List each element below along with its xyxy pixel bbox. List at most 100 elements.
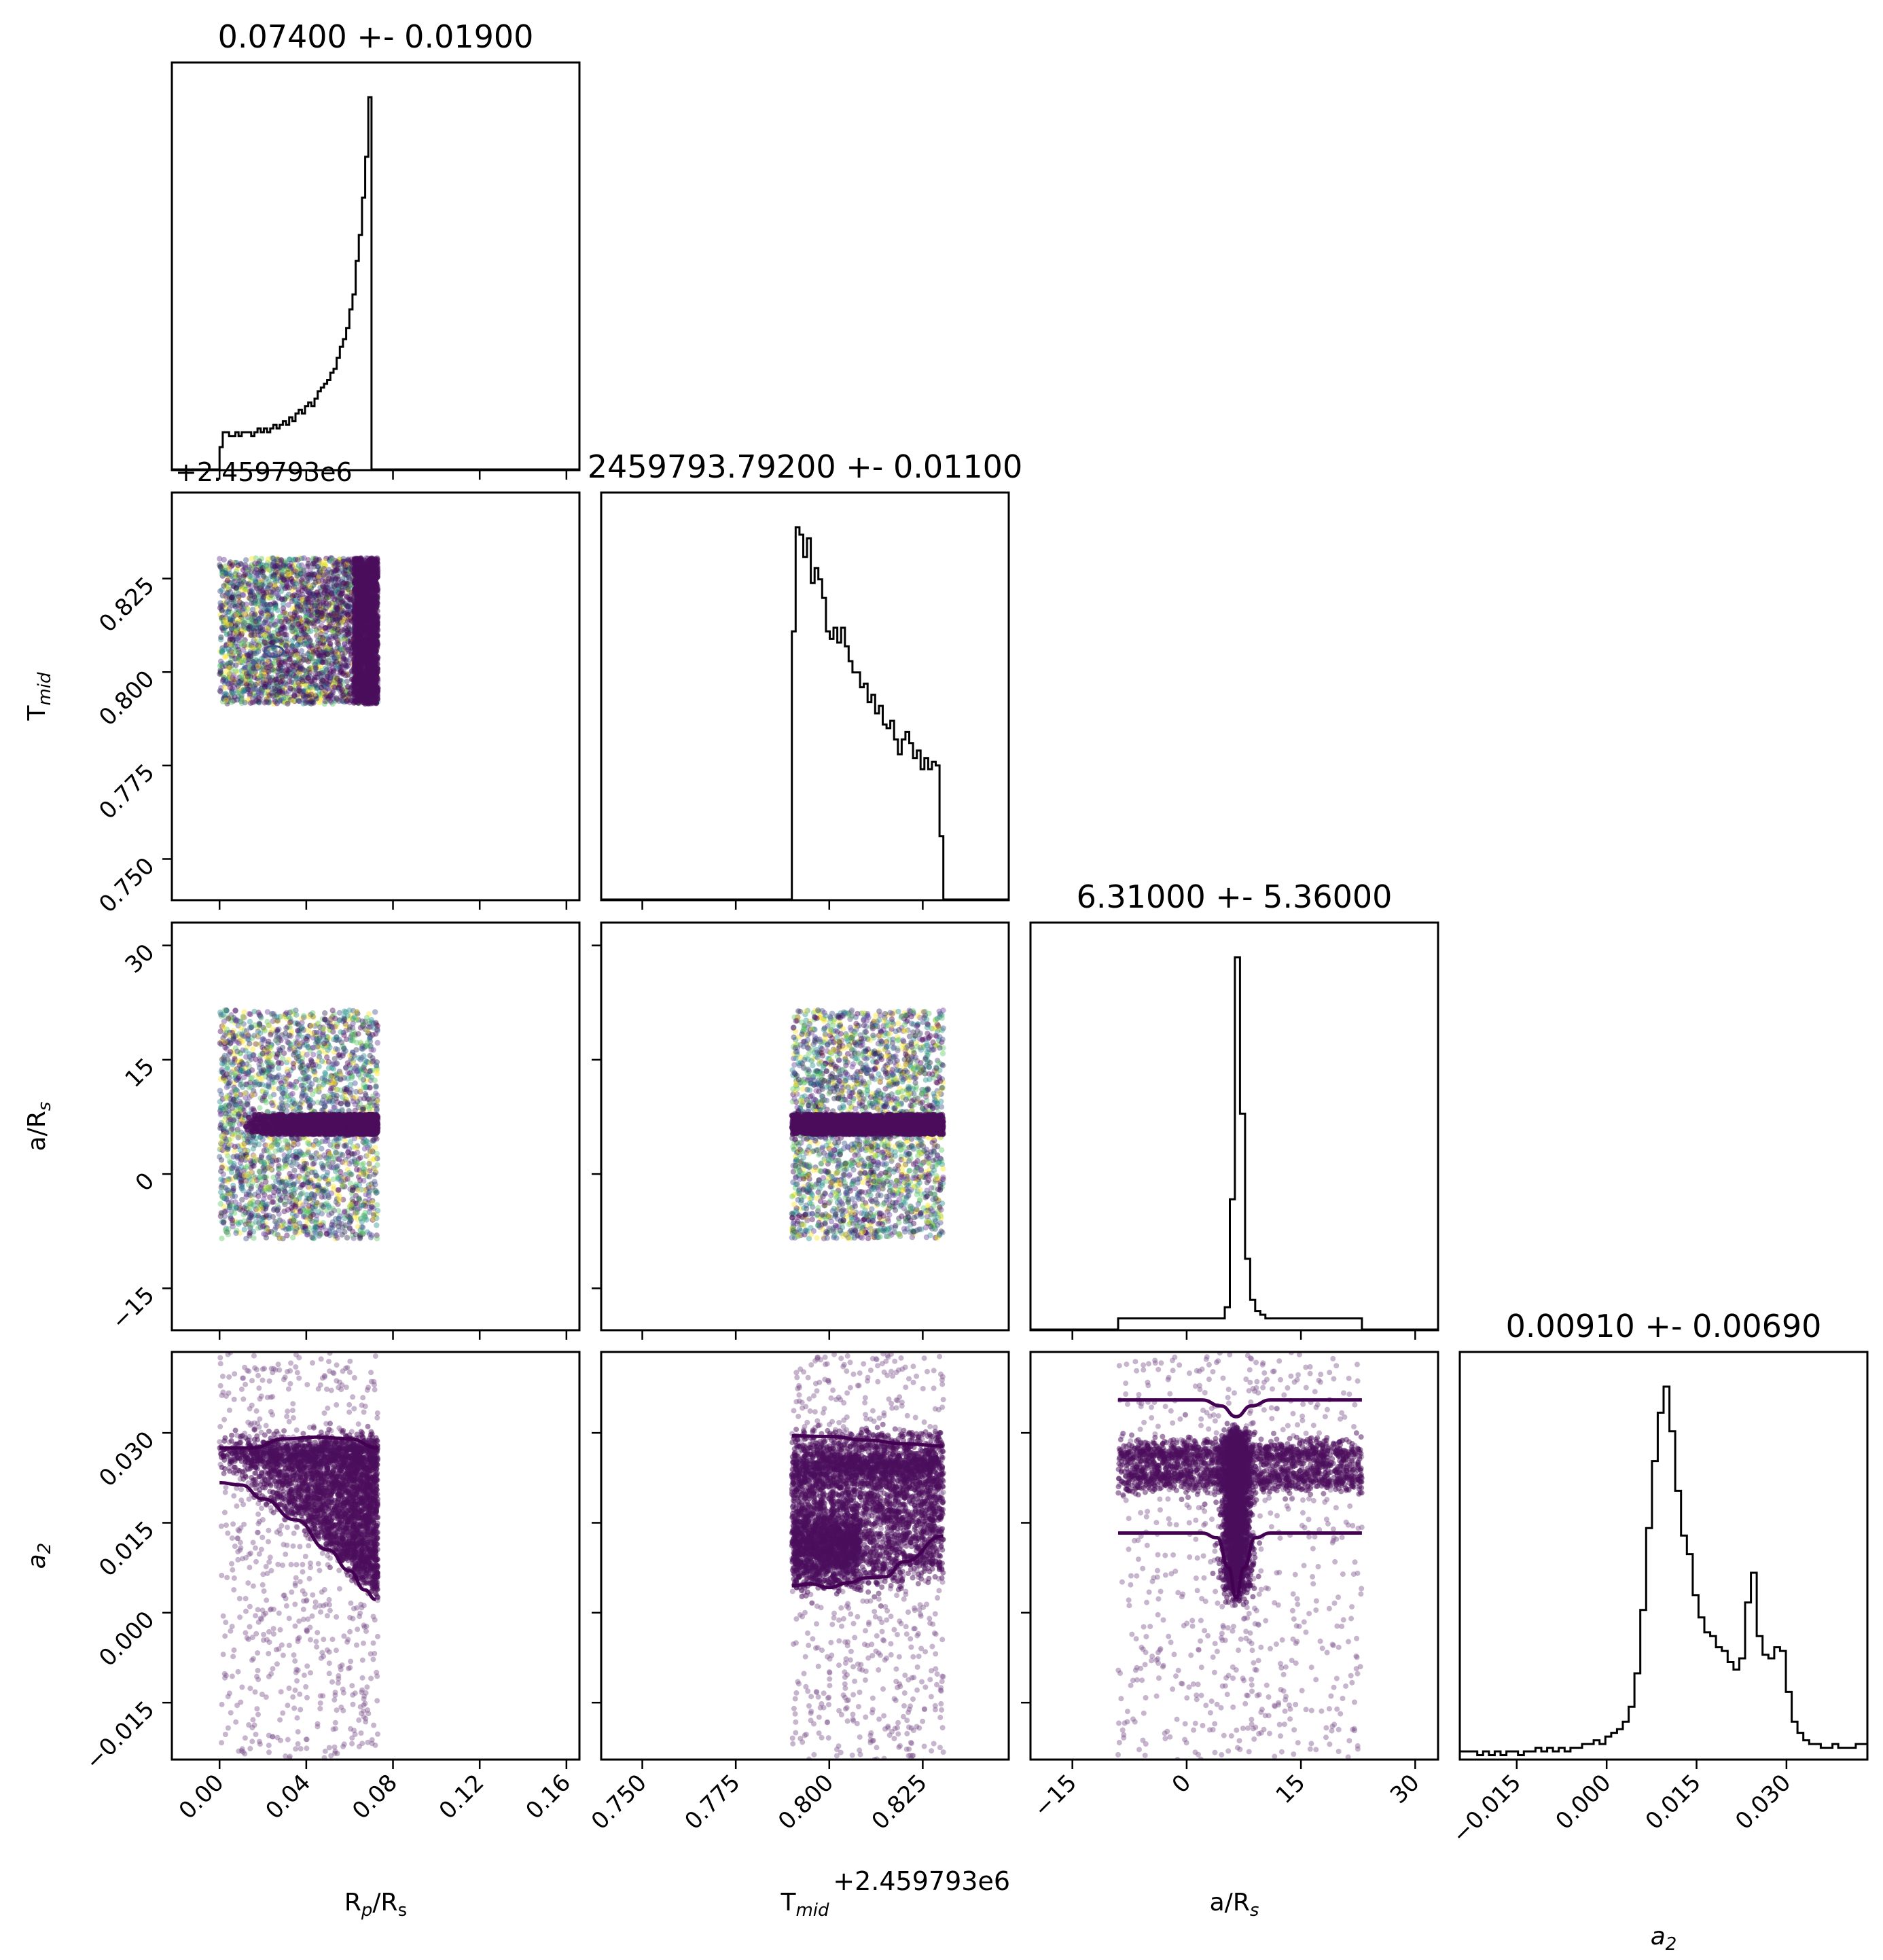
scatter-point [260, 620, 267, 626]
scatter-point [295, 679, 302, 685]
scatter-point [320, 583, 326, 589]
scatter-point [281, 562, 287, 568]
scatter-point [223, 592, 230, 599]
scatter-point [236, 635, 242, 641]
scatter-point [304, 613, 310, 619]
scatter-point [294, 601, 300, 607]
scatter-point [305, 618, 311, 624]
scatter-point [327, 555, 334, 561]
scatter-point [233, 568, 240, 574]
scatter-point [326, 617, 332, 623]
scatter-point [294, 603, 300, 609]
scatter-point [331, 612, 338, 618]
scatter-point [274, 618, 280, 624]
scatter-point [323, 632, 329, 639]
scatter-point [310, 590, 316, 597]
scatter-point [319, 681, 325, 687]
scatter-point [231, 649, 238, 655]
scatter-point [223, 662, 230, 668]
scatter-point [287, 670, 294, 676]
scatter-point [256, 584, 263, 590]
scatter-point [226, 646, 232, 652]
scatter-point [245, 680, 252, 687]
scatter-point [336, 580, 342, 586]
scatter-point [300, 597, 306, 603]
scatter-point [240, 573, 247, 580]
scatter-point [219, 664, 226, 670]
scatter-point [291, 659, 297, 666]
scatter-point [336, 678, 342, 684]
scatter-point [250, 632, 256, 638]
scatter-point [325, 644, 331, 650]
scatter-point [374, 596, 380, 603]
scatter-point [281, 695, 287, 701]
scatter-point [223, 668, 230, 675]
scatter-point [272, 622, 279, 628]
scatter-point [317, 697, 323, 703]
scatter-point [269, 555, 275, 561]
scatter-point [296, 624, 302, 630]
scatter-point [280, 575, 286, 581]
scatter-point [314, 602, 320, 609]
scatter-point [217, 612, 223, 618]
scatter-point [329, 609, 335, 616]
scatter-point [301, 674, 308, 680]
scatter-point [312, 677, 318, 683]
scatter-point [259, 565, 266, 571]
scatter-point [340, 692, 346, 699]
scatter-point [325, 660, 332, 666]
scatter-point [332, 560, 338, 567]
scatter-point [217, 562, 223, 568]
scatter-point [289, 622, 296, 629]
scatter-point [223, 563, 229, 569]
scatter-point [234, 627, 240, 633]
scatter-point [228, 648, 234, 654]
scatter-point [279, 570, 286, 576]
scatter-point [362, 689, 368, 695]
scatter-point [251, 625, 257, 631]
scatter-point [251, 637, 257, 643]
scatter-point [217, 564, 224, 570]
scatter-point [287, 624, 293, 630]
scatter-point [253, 650, 259, 656]
scatter-point [264, 670, 270, 677]
scatter-point [310, 571, 317, 577]
scatter-point [253, 625, 259, 631]
scatter-point [311, 558, 317, 565]
scatter-point [280, 577, 286, 584]
scatter-point [329, 617, 336, 623]
scatter-point [331, 609, 337, 615]
scatter-point [289, 662, 296, 669]
scatter-point [256, 582, 262, 588]
scatter-point [264, 612, 270, 618]
scatter-point [373, 638, 379, 644]
scatter-point [291, 609, 298, 616]
scatter-point [280, 698, 286, 705]
scatter-point [319, 616, 326, 622]
scatter-point [231, 698, 237, 704]
scatter-point [251, 671, 257, 677]
scatter-point [283, 694, 289, 701]
scatter-point [346, 603, 353, 609]
scatter-point [300, 603, 306, 610]
scatter-point [282, 610, 288, 616]
scatter-point [261, 667, 267, 673]
scatter-point [283, 635, 290, 641]
scatter-point [222, 569, 228, 576]
scatter-point [295, 621, 301, 627]
scatter-point [279, 639, 285, 646]
scatter-point [228, 563, 234, 569]
scatter-point [291, 557, 298, 563]
scatter-point [315, 658, 322, 664]
scatter-point [321, 700, 327, 707]
scatter-point [341, 560, 347, 567]
scatter-point [264, 633, 270, 639]
scatter-point [221, 624, 227, 630]
scatter-point [236, 654, 243, 660]
scatter-point [277, 559, 283, 565]
scatter-point [271, 584, 278, 590]
scatter-point [229, 685, 235, 692]
scatter-point [372, 560, 378, 566]
scatter-point [255, 675, 262, 681]
scatter-point [243, 671, 249, 677]
